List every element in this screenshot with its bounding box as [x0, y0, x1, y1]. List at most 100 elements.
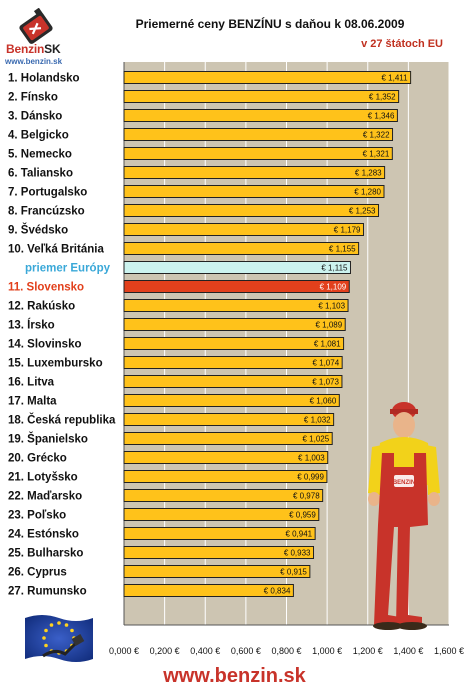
bar	[123, 299, 349, 312]
logo-wordmark-benzin: Benzin	[6, 42, 45, 56]
bar	[123, 166, 386, 179]
category-label: 10. Veľká Británia	[8, 244, 104, 256]
category-label: 24. Estónsko	[8, 529, 79, 541]
benzin-logo-icon	[19, 8, 53, 44]
category-label: 22. Maďarsko	[8, 491, 82, 503]
x-tick-label: 1,000 €	[312, 646, 342, 656]
category-label: priemer Európy	[25, 263, 111, 275]
category-label: 26. Cyprus	[8, 567, 67, 579]
bar-value-label: € 1,074	[312, 359, 339, 368]
footer-url[interactable]: www.benzin.sk	[163, 665, 306, 687]
category-label: 9. Švédsko	[8, 224, 68, 237]
bar-value-label: € 1,321	[363, 150, 390, 159]
x-tick-label: 0,000 €	[109, 646, 139, 656]
category-label: 12. Rakúsko	[8, 301, 75, 313]
chart-subtitle: v 27 štátoch EU	[361, 38, 443, 50]
bar-value-label: € 1,283	[355, 169, 382, 178]
chart-title: Priemerné ceny BENZÍNU s daňou k 08.06.2…	[135, 17, 405, 31]
category-label: 13. Írsko	[8, 319, 55, 332]
bar	[123, 318, 346, 331]
bar-value-label: € 1,322	[363, 131, 390, 140]
category-label: 14. Slovinsko	[8, 339, 82, 351]
x-tick-label: 0,800 €	[271, 646, 301, 656]
bar	[123, 508, 320, 521]
category-label: 21. Lotyšsko	[8, 472, 78, 484]
fuel-attendant-mascot: BENZIN	[368, 402, 440, 630]
bar-value-label: € 1,115	[321, 264, 348, 273]
bar-value-label: € 1,025	[303, 435, 330, 444]
bar-value-label: € 1,253	[349, 207, 376, 216]
eu-flag-icon	[25, 615, 93, 662]
x-axis-ticks: 0,000 € 0,200 € 0,400 € 0,600 € 0,800 € 1,000…	[109, 646, 464, 656]
category-label: 16. Litva	[8, 377, 55, 389]
bar-value-label: € 1,280	[354, 188, 381, 197]
bar-value-label: € 1,103	[318, 302, 345, 311]
category-labels: 1. Holandsko 2. Fínsko 3. Dánsko 4. Belgick…	[8, 73, 116, 598]
bar	[123, 527, 316, 540]
bar	[123, 109, 398, 122]
bar	[123, 280, 350, 293]
x-tick-label: 0,200 €	[150, 646, 180, 656]
category-label: 25. Bulharsko	[8, 548, 83, 560]
bar	[123, 185, 385, 198]
eu-star	[57, 621, 61, 625]
bar-value-label: € 1,060	[310, 397, 337, 406]
category-label: 6. Taliansko	[8, 168, 73, 180]
eu-star	[44, 628, 48, 633]
bar	[123, 584, 294, 597]
bar-value-label: € 0,978	[293, 492, 320, 501]
bar	[123, 394, 340, 407]
bar-value-label: € 1,179	[334, 226, 361, 235]
bar	[123, 90, 400, 103]
bar	[123, 432, 333, 445]
category-label: 7. Portugalsko	[8, 187, 87, 199]
bar	[123, 375, 343, 388]
logo-wordmark-sk: SK	[44, 42, 61, 56]
bar-value-label: € 0,999	[297, 473, 324, 482]
bar	[123, 261, 351, 274]
x-tick-label: 1,600 €	[434, 646, 464, 656]
bar-value-label: € 0,959	[289, 511, 316, 520]
category-label: 18. Česká republika	[8, 414, 116, 427]
bar-value-label: € 1,003	[298, 454, 325, 463]
bar-value-label: € 1,081	[314, 340, 341, 349]
bar	[123, 147, 393, 160]
category-label: 1. Holandsko	[8, 73, 80, 85]
bar-value-label: € 1,109	[320, 283, 347, 292]
category-label: 4. Belgicko	[8, 130, 69, 142]
bar-value-label: € 1,089	[316, 321, 343, 330]
bar	[123, 128, 394, 141]
category-label: 8. Francúzsko	[8, 206, 85, 218]
bar	[123, 71, 412, 84]
value-labels: € 1,411 € 1,352 € 1,346 € 1,322 € 1,321 € 1,2…	[264, 74, 408, 596]
x-tick-label: 0,600 €	[231, 646, 261, 656]
eu-star	[44, 643, 48, 648]
category-label: 17. Malta	[8, 396, 57, 408]
bars	[123, 71, 412, 597]
svg-text:BENZIN: BENZIN	[393, 480, 415, 486]
logo-url[interactable]: www.benzin.sk	[5, 57, 63, 66]
category-label: 2. Fínsko	[8, 92, 58, 104]
bar-value-label: € 1,346	[368, 112, 395, 121]
bar-value-label: € 1,155	[329, 245, 356, 254]
eu-star	[70, 628, 74, 633]
category-label: 11. Slovensko	[8, 282, 84, 294]
category-label: 3. Dánsko	[8, 111, 62, 123]
category-label: 15. Luxembursko	[8, 358, 103, 370]
category-label: 5. Nemecko	[8, 149, 72, 161]
bar-value-label: € 1,032	[304, 416, 331, 425]
bar	[123, 242, 360, 255]
bar-value-label: € 0,915	[280, 568, 307, 577]
category-label: 19. Španielsko	[8, 433, 88, 446]
bar	[123, 451, 329, 464]
category-label: 23. Poľsko	[8, 510, 66, 522]
bar	[123, 565, 311, 578]
bar	[123, 223, 364, 236]
bar-value-label: € 0,834	[264, 587, 291, 596]
x-tick-label: 1,400 €	[393, 646, 423, 656]
bar-value-label: € 1,411	[382, 74, 409, 83]
bar	[123, 337, 345, 350]
bar	[123, 470, 328, 483]
